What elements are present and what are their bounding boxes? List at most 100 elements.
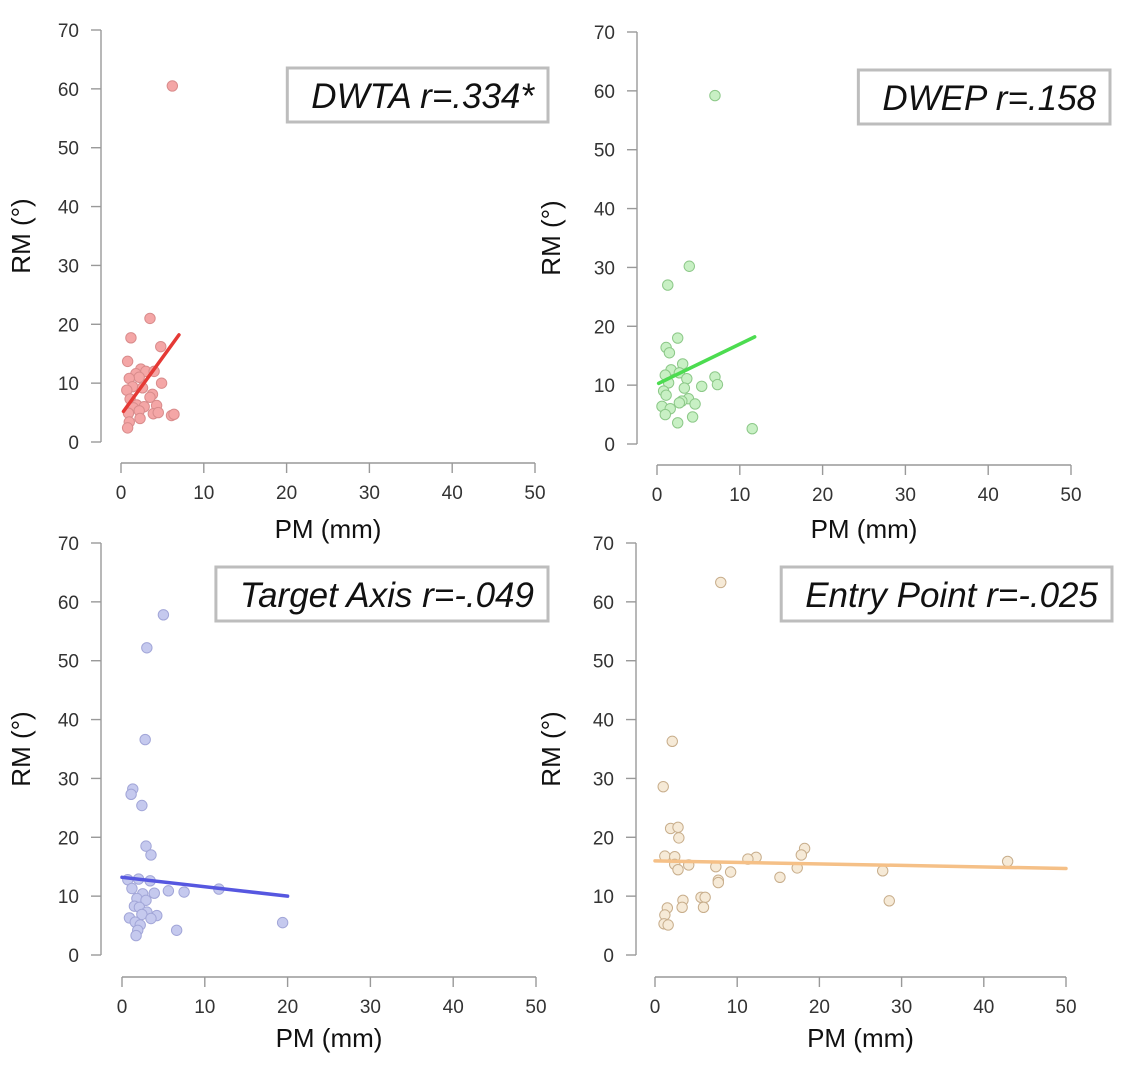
legend-box <box>779 565 1114 623</box>
x-axis-title: PM (mm) <box>276 1023 383 1053</box>
x-tick-label: 50 <box>525 997 546 1018</box>
y-tick-label: 10 <box>594 376 615 397</box>
x-tick-label: 10 <box>194 997 215 1018</box>
data-point <box>145 849 157 861</box>
data-point <box>168 408 180 421</box>
y-tick-label: 40 <box>594 200 615 221</box>
legend-box <box>856 68 1112 126</box>
data-point <box>125 788 137 801</box>
x-axis-title: PM (mm) <box>807 1023 914 1053</box>
data-point <box>673 397 686 409</box>
data-point <box>696 380 708 393</box>
x-tick-label: 50 <box>524 483 545 504</box>
data-point <box>672 332 684 344</box>
y-tick-label: 40 <box>593 711 614 732</box>
data-point <box>125 332 137 344</box>
data-point <box>689 398 701 410</box>
data-point <box>715 576 727 589</box>
y-tick-label: 50 <box>593 652 614 673</box>
y-tick-label: 60 <box>593 593 614 614</box>
x-tick-label: 0 <box>650 997 661 1018</box>
data-point <box>676 901 688 914</box>
data-point <box>126 882 138 895</box>
data-point <box>746 422 758 435</box>
x-tick-label: 30 <box>891 997 912 1018</box>
x-tick-label: 10 <box>193 483 214 504</box>
x-tick-label: 20 <box>809 997 830 1018</box>
x-tick-label: 50 <box>1055 997 1076 1018</box>
x-tick-label: 30 <box>359 483 380 504</box>
data-point <box>795 849 808 861</box>
data-point <box>162 885 175 897</box>
legend: Entry Point r=-.025 <box>779 565 1114 623</box>
data-point <box>712 876 724 889</box>
x-tick-label: 50 <box>1060 485 1081 506</box>
data-point <box>672 417 684 429</box>
y-tick-label: 70 <box>58 534 79 555</box>
data-point <box>276 916 289 929</box>
data-point <box>134 412 146 425</box>
data-point <box>672 821 684 833</box>
legend-label: Target Axis r=-.049 <box>240 576 534 615</box>
y-tick-label: 0 <box>68 946 79 967</box>
x-tick-label: 20 <box>276 483 297 504</box>
scatter-panel-2: 0 10 20 30 40 50 60 70 0 10 20 30 40 50 RM (°) PM (mm) D… <box>536 23 1112 544</box>
legend-box <box>214 565 550 623</box>
data-point <box>121 355 134 368</box>
scatter-panel-1: 0 10 20 30 40 50 60 70 0 10 20 30 40 50 RM (°) PM (mm) D… <box>6 21 550 544</box>
x-tick-label: 40 <box>443 997 464 1018</box>
x-axis-title: PM (mm) <box>811 514 918 544</box>
data-point <box>678 382 691 394</box>
data-point <box>136 799 148 812</box>
data-point <box>662 919 674 931</box>
y-tick-label: 20 <box>58 828 79 849</box>
data-point <box>141 642 153 654</box>
trend-line <box>120 875 290 898</box>
trend-line <box>653 859 1068 871</box>
y-tick-label: 20 <box>58 315 79 336</box>
data-point <box>724 866 737 878</box>
data-point <box>144 391 156 403</box>
data-point <box>155 377 168 389</box>
x-tick-label: 0 <box>652 485 663 506</box>
y-tick-label: 70 <box>593 534 614 555</box>
y-tick-label: 70 <box>58 21 79 42</box>
data-point <box>662 279 674 291</box>
y-axis-title: RM (°) <box>6 711 36 786</box>
data-point <box>139 733 151 746</box>
y-tick-label: 60 <box>58 593 79 614</box>
x-tick-label: 40 <box>973 997 994 1018</box>
data-point <box>140 840 152 852</box>
legend: DWTA r=.334* <box>285 66 550 124</box>
x-tick-label: 40 <box>978 485 999 506</box>
y-tick-label: 10 <box>58 374 79 395</box>
x-axis-title: PM (mm) <box>275 514 382 544</box>
y-tick-label: 20 <box>594 317 615 338</box>
y-tick-label: 0 <box>604 435 615 456</box>
data-point <box>657 780 669 793</box>
y-axis-title: RM (°) <box>536 711 566 786</box>
data-point <box>699 891 711 904</box>
legend-label: DWEP r=.158 <box>882 79 1096 118</box>
data-point <box>876 865 889 877</box>
y-tick-label: 30 <box>594 258 615 279</box>
data-point <box>1001 855 1014 868</box>
data-point <box>130 929 142 942</box>
y-tick-label: 10 <box>593 887 614 908</box>
x-tick-label: 30 <box>360 997 381 1018</box>
data-point <box>178 886 190 898</box>
x-tick-label: 30 <box>895 485 916 506</box>
x-tick-label: 20 <box>277 997 298 1018</box>
scatter-panel-4: 0 10 20 30 40 50 60 70 0 10 20 30 40 50 RM (°) PM (mm) E… <box>536 534 1114 1053</box>
y-tick-label: 0 <box>603 946 614 967</box>
x-tick-label: 10 <box>727 997 748 1018</box>
y-tick-label: 20 <box>593 828 614 849</box>
data-point <box>709 89 721 102</box>
data-point <box>683 260 695 272</box>
x-tick-label: 40 <box>442 483 463 504</box>
x-tick-label: 0 <box>116 483 127 504</box>
data-point <box>152 406 164 419</box>
x-tick-label: 0 <box>117 997 128 1018</box>
data-point <box>883 895 895 907</box>
data-point <box>170 924 183 936</box>
